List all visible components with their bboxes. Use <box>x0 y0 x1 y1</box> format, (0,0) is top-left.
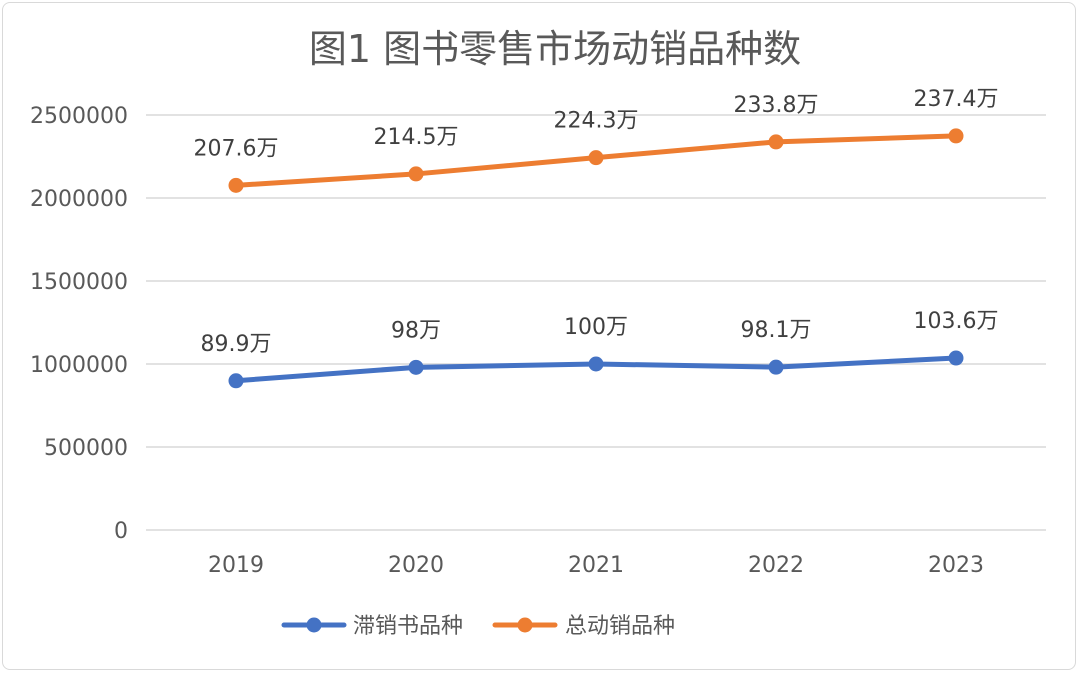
data-label: 237.4万 <box>914 87 999 112</box>
x-tick-label: 2021 <box>568 553 624 578</box>
legend: 滞销书品种 总动销品种 <box>281 614 675 639</box>
data-point <box>768 359 784 375</box>
data-label: 100万 <box>564 315 628 340</box>
series-2: 207.6万 214.5万 224.3万 233.8万 237.4万 <box>194 87 999 193</box>
data-label: 98万 <box>391 318 441 343</box>
data-point <box>768 134 784 150</box>
gridlines <box>146 114 1046 531</box>
legend-swatch-marker <box>306 617 322 633</box>
data-label: 207.6万 <box>194 136 279 161</box>
data-label: 98.1万 <box>741 318 812 343</box>
series-layer: 89.9万 98万 100万 98.1万 103.6万 207.6万 214.5万 224.3… <box>194 87 999 389</box>
legend-item: 滞销书品种 <box>281 614 463 639</box>
data-point <box>948 350 964 366</box>
data-label: 224.3万 <box>554 109 639 134</box>
chart-title: 图1 图书零售市场动销品种数 <box>309 27 801 71</box>
data-point <box>228 177 244 193</box>
data-point <box>408 166 424 182</box>
data-label: 103.6万 <box>914 309 999 334</box>
y-tick-label: 2500000 <box>30 104 128 129</box>
data-point <box>948 128 964 144</box>
legend-item: 总动销品种 <box>492 614 675 639</box>
legend-label: 滞销书品种 <box>353 614 463 639</box>
legend-swatch-marker <box>517 617 533 633</box>
data-label: 233.8万 <box>734 93 819 118</box>
x-tick-label: 2022 <box>748 553 804 578</box>
data-point <box>408 359 424 375</box>
y-tick-label: 1000000 <box>30 353 128 378</box>
series-1: 89.9万 98万 100万 98.1万 103.6万 <box>201 309 999 389</box>
data-label: 214.5万 <box>374 125 459 150</box>
x-tick-label: 2023 <box>928 553 984 578</box>
data-point <box>228 373 244 389</box>
x-tick-label: 2019 <box>208 553 264 578</box>
x-axis-ticks: 2019 2020 2021 2022 2023 <box>208 553 984 578</box>
data-point <box>588 356 604 372</box>
legend-label: 总动销品种 <box>565 614 675 639</box>
data-point <box>588 150 604 166</box>
data-label: 89.9万 <box>201 332 272 357</box>
x-tick-label: 2020 <box>388 553 444 578</box>
y-tick-label: 500000 <box>44 436 128 461</box>
y-tick-label: 2000000 <box>30 187 128 212</box>
y-tick-label: 0 <box>114 519 128 544</box>
y-tick-label: 1500000 <box>30 270 128 295</box>
y-axis-ticks: 0 500000 1000000 1500000 2000000 2500000 <box>30 104 128 544</box>
